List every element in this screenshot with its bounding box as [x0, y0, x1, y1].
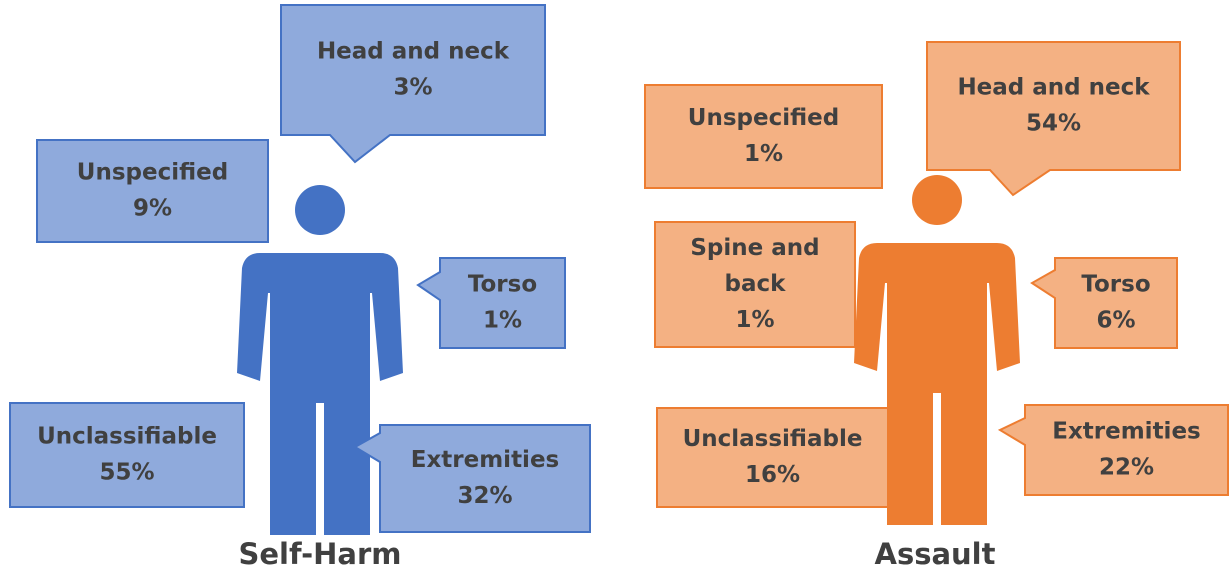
callout-label: Extremities: [411, 447, 560, 473]
callout-label: Unclassifiable: [37, 424, 217, 450]
callout-value: 32%: [457, 483, 512, 509]
callout-label: Unclassifiable: [683, 426, 863, 452]
callout-label: Torso: [468, 272, 537, 298]
callout-value: 22%: [1099, 455, 1154, 481]
callout-value: 55%: [99, 460, 154, 486]
callout-box: [644, 84, 883, 189]
callout-box: [997, 404, 1229, 496]
callout-value: 1%: [735, 307, 774, 333]
callout-box: [654, 221, 856, 348]
figure-head: [912, 175, 962, 225]
callout-box: [656, 407, 889, 508]
callout-label: back: [725, 271, 787, 297]
callout-value: 9%: [133, 196, 172, 222]
panel-title: Assault: [875, 537, 996, 571]
callout-label: Unspecified: [688, 105, 839, 131]
callout-value: 6%: [1096, 308, 1135, 334]
figure-body: [237, 253, 403, 535]
figure-head: [295, 185, 345, 235]
callout-box: [416, 257, 566, 349]
callout-value: 16%: [745, 462, 800, 488]
callout-box: [926, 41, 1181, 197]
callout-value: 54%: [1026, 111, 1081, 137]
callout-value: 1%: [744, 141, 783, 167]
callout-box: [353, 424, 591, 533]
callout-box: [280, 4, 546, 164]
panel-title: Self-Harm: [239, 537, 402, 571]
callout-label: Torso: [1081, 272, 1150, 298]
callout-label: Head and neck: [957, 75, 1150, 101]
callout-value: 3%: [393, 75, 432, 101]
callout-label: Spine and: [690, 235, 819, 261]
callout-box: [9, 402, 245, 508]
callout-label: Head and neck: [317, 39, 510, 65]
callout-box: [1030, 257, 1178, 349]
callout-label: Unspecified: [77, 160, 228, 186]
figure-body: [854, 243, 1020, 525]
callout-value: 1%: [483, 308, 522, 334]
callout-box: [36, 139, 269, 243]
callout-label: Extremities: [1052, 419, 1201, 445]
